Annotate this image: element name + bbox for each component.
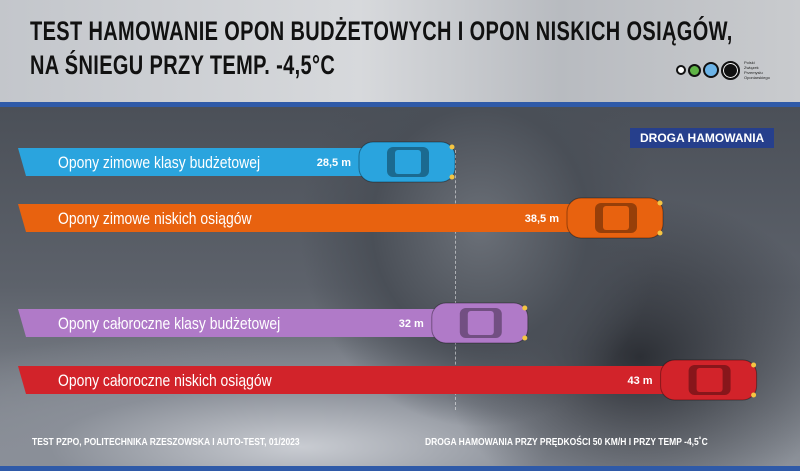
car-headlight [449, 174, 455, 180]
footer-source: TEST PZPO, POLITECHNIKA RZESZOWSKA I AUT… [32, 437, 300, 448]
car-headlight [449, 144, 455, 150]
bar-value-label: 32 m [399, 318, 424, 330]
legend-label: DROGA HAMOWANIA [630, 128, 775, 148]
bar [18, 366, 671, 394]
bar-category-label: Opony całoroczne klasy budżetowej [58, 315, 280, 334]
car-headlight [657, 200, 663, 206]
car-headlight [751, 362, 757, 368]
bar [18, 148, 369, 176]
reference-line [455, 150, 456, 410]
car-roof-panel [696, 368, 723, 392]
bar [18, 309, 442, 337]
bottom-divider [0, 466, 800, 471]
bar-category-label: Opony zimowe niskich osiągów [58, 210, 252, 229]
divider [0, 102, 800, 107]
page-title: TEST HAMOWANIE OPON BUDŻETOWYCH I OPON N… [30, 14, 733, 82]
car-roof-panel [467, 311, 494, 335]
header: TEST HAMOWANIE OPON BUDŻETOWYCH I OPON N… [0, 0, 800, 102]
car-headlight [522, 305, 528, 311]
title-line: TEST HAMOWANIE OPON BUDŻETOWYCH I OPON N… [30, 16, 733, 46]
car-roof-panel [395, 150, 421, 174]
bar-value-label: 43 m [628, 375, 653, 387]
bar [18, 204, 577, 232]
bar-category-label: Opony całoroczne niskich osiągów [58, 372, 272, 391]
car-headlight [657, 230, 663, 236]
bar-category-label: Opony zimowe klasy budżetowej [58, 154, 260, 173]
car-headlight [522, 335, 528, 341]
pzpo-logo: Polski Związek Przemysłu Oponiarskiego [676, 60, 770, 80]
bar-value-label: 38,5 m [525, 213, 559, 225]
car-roof-panel [603, 206, 629, 230]
footer-note: DROGA HAMOWANIA PRZY PRĘDKOŚCI 50 KM/H I… [425, 437, 708, 448]
car-headlight [751, 392, 757, 398]
title-line: NA ŚNIEGU PRZY TEMP. -4,5°C [30, 50, 336, 80]
bar-value-label: 28,5 m [317, 157, 351, 169]
